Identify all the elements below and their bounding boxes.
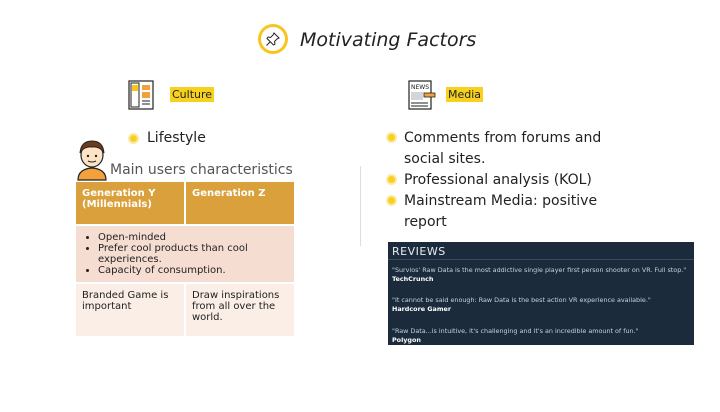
pushpin-icon bbox=[258, 24, 288, 54]
media-bullet-text: Professional analysis (KOL) bbox=[404, 172, 592, 188]
lifestyle-text: Lifestyle bbox=[147, 130, 206, 146]
media-bullet-list: Comments from forums and social sites. P… bbox=[388, 128, 638, 233]
page-title: Motivating Factors bbox=[300, 29, 477, 51]
review-source: Hardcore Gamer bbox=[392, 305, 451, 313]
list-item: Professional analysis (KOL) bbox=[388, 170, 638, 191]
generation-table: Generation Y (Millennials) Generation Z … bbox=[76, 182, 294, 336]
list-item: Mainstream Media: positive report bbox=[388, 191, 638, 233]
bullet-dot-icon bbox=[130, 134, 137, 142]
list-item: Open-minded bbox=[98, 232, 288, 243]
bullet-dot-icon bbox=[388, 197, 395, 204]
column-divider bbox=[360, 166, 361, 246]
review-quote: "It cannot be said enough: Raw Data is t… bbox=[392, 296, 651, 304]
newspaper-icon: NEWS bbox=[408, 80, 436, 110]
table-header: Generation Z bbox=[184, 182, 294, 225]
bullet-dot-icon bbox=[388, 176, 395, 183]
avatar bbox=[74, 136, 110, 182]
lifestyle-bullet: Lifestyle bbox=[130, 130, 206, 146]
list-item: Comments from forums and social sites. bbox=[388, 128, 638, 170]
table-row: Open-minded Prefer cool products than co… bbox=[76, 224, 294, 283]
culture-panel-icon bbox=[128, 80, 154, 110]
culture-label: Culture bbox=[170, 87, 215, 102]
table-cell: Draw inspirations from all over the worl… bbox=[184, 282, 294, 336]
users-characteristics-subtitle: Main users characteristics bbox=[110, 162, 293, 178]
bullet-dot-icon bbox=[388, 134, 395, 141]
list-item: Capacity of consumption. bbox=[98, 265, 288, 276]
media-bullet-text: Comments from forums and social sites. bbox=[404, 130, 602, 167]
list-item: Prefer cool products than cool experienc… bbox=[98, 243, 288, 265]
table-cell: Branded Game is important bbox=[76, 282, 185, 336]
reviews-title: REVIEWS bbox=[392, 245, 446, 258]
reviews-divider bbox=[388, 259, 694, 260]
review-source: TechCrunch bbox=[392, 275, 434, 283]
table-header: Generation Y (Millennials) bbox=[76, 182, 185, 225]
review-source: Polygon bbox=[392, 336, 421, 344]
reviews-panel: REVIEWS "Survios' Raw Data is the most a… bbox=[388, 242, 694, 345]
review-quote: "Raw Data...is intuitive, it's challengi… bbox=[392, 327, 639, 335]
svg-text:NEWS: NEWS bbox=[411, 84, 429, 91]
media-bullet-text: Mainstream Media: positive report bbox=[404, 193, 598, 230]
review-quote: "Survios' Raw Data is the most addictive… bbox=[392, 266, 687, 274]
media-label: Media bbox=[446, 87, 484, 102]
